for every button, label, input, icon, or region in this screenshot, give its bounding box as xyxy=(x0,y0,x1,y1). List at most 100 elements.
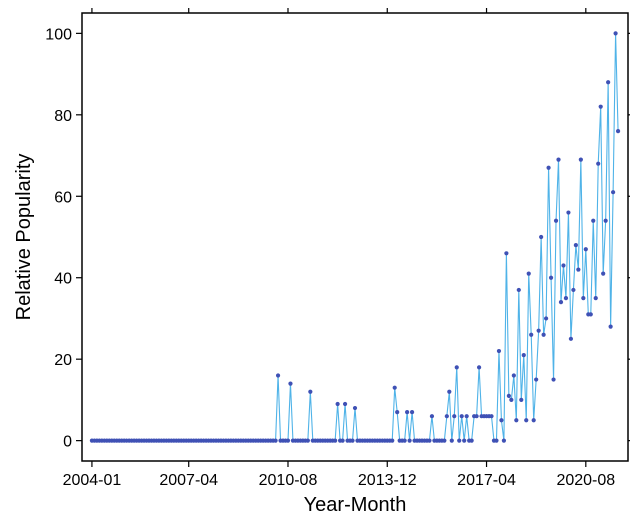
data-point xyxy=(444,414,449,419)
data-point xyxy=(548,275,554,280)
data-point xyxy=(603,218,608,223)
data-point xyxy=(506,393,511,398)
data-point xyxy=(457,438,462,443)
data-point xyxy=(608,324,613,329)
data-point xyxy=(501,438,507,443)
data-point xyxy=(288,381,293,386)
data-point xyxy=(285,438,291,443)
data-point xyxy=(529,332,534,337)
y-tick-label: 100 xyxy=(45,26,72,43)
data-point xyxy=(526,271,531,276)
data-point xyxy=(509,397,514,403)
data-point xyxy=(571,287,576,293)
data-point xyxy=(596,161,601,166)
data-point xyxy=(566,210,571,215)
data-point xyxy=(576,267,581,272)
x-tick-label: 2017-04 xyxy=(457,472,516,489)
data-point xyxy=(601,271,606,276)
plot-frame xyxy=(81,12,629,462)
data-point xyxy=(494,438,499,443)
data-point xyxy=(611,190,616,195)
y-axis-title: Relative Popularity xyxy=(13,154,35,321)
data-point xyxy=(531,418,536,423)
data-point xyxy=(581,295,586,301)
data-point xyxy=(275,373,281,378)
data-point xyxy=(308,389,313,394)
data-point xyxy=(546,165,551,170)
data-point xyxy=(409,410,415,415)
data-point xyxy=(476,365,482,370)
data-point xyxy=(429,414,435,419)
data-point xyxy=(273,438,278,443)
data-point xyxy=(392,385,397,390)
data-point xyxy=(558,300,564,305)
data-point xyxy=(524,418,529,423)
data-point xyxy=(340,438,345,443)
data-point xyxy=(402,438,407,443)
data-point xyxy=(305,438,310,443)
data-point xyxy=(454,365,459,370)
data-point xyxy=(534,377,539,382)
data-point xyxy=(583,247,588,252)
data-point xyxy=(333,438,338,443)
x-axis-ticks: 2004-01 2007-04 2010-08 2013-12 2017-04 2020-… xyxy=(63,8,615,489)
y-axis-ticks: 0 20 40 60 80 100 xyxy=(45,26,630,451)
data-point xyxy=(578,157,583,162)
data-point xyxy=(335,401,340,407)
data-point xyxy=(598,104,603,109)
data-point xyxy=(541,332,546,337)
data-point xyxy=(511,373,516,378)
data-point xyxy=(553,218,559,223)
data-point xyxy=(449,438,454,443)
data-point xyxy=(551,377,556,382)
data-point xyxy=(516,287,521,293)
data-point xyxy=(536,328,541,333)
data-point xyxy=(615,129,621,134)
data-point xyxy=(504,251,509,256)
x-tick-label: 2020-08 xyxy=(556,472,615,489)
data-point xyxy=(352,405,358,411)
y-tick-label: 20 xyxy=(54,352,72,369)
data-point xyxy=(459,414,464,419)
data-point xyxy=(519,397,524,403)
data-point xyxy=(342,401,348,407)
data-point xyxy=(521,353,526,358)
data-point xyxy=(573,243,578,248)
x-tick-label: 2007-04 xyxy=(159,472,218,489)
x-axis-title: Year-Month xyxy=(304,494,407,516)
data-point xyxy=(544,316,549,321)
data-point xyxy=(469,438,474,443)
data-point xyxy=(539,234,544,240)
data-point xyxy=(350,438,355,443)
data-point xyxy=(405,410,410,415)
y-tick-label: 0 xyxy=(63,434,72,451)
data-point xyxy=(442,438,447,443)
data-point xyxy=(613,31,618,36)
data-point xyxy=(474,414,479,419)
data-point xyxy=(556,157,561,162)
data-point xyxy=(390,438,395,443)
x-tick-label: 2004-01 xyxy=(63,472,122,489)
x-tick-label: 2010-08 xyxy=(259,472,318,489)
data-point xyxy=(606,80,611,85)
x-tick-label: 2013-12 xyxy=(358,472,417,489)
data-point xyxy=(499,418,504,423)
data-point xyxy=(514,418,519,423)
y-tick-label: 60 xyxy=(54,189,72,206)
data-point xyxy=(462,438,467,443)
series-layer xyxy=(89,31,621,443)
data-point xyxy=(561,263,566,268)
y-tick-label: 40 xyxy=(54,271,72,288)
data-point xyxy=(452,414,457,419)
data-point xyxy=(395,410,400,415)
data-point xyxy=(591,218,596,223)
y-tick-label: 80 xyxy=(54,108,72,125)
data-point xyxy=(496,348,502,354)
data-point xyxy=(427,438,432,443)
data-point xyxy=(568,336,574,341)
data-point xyxy=(447,389,452,394)
data-point xyxy=(588,312,593,317)
data-point xyxy=(593,295,598,301)
data-point xyxy=(563,295,569,301)
